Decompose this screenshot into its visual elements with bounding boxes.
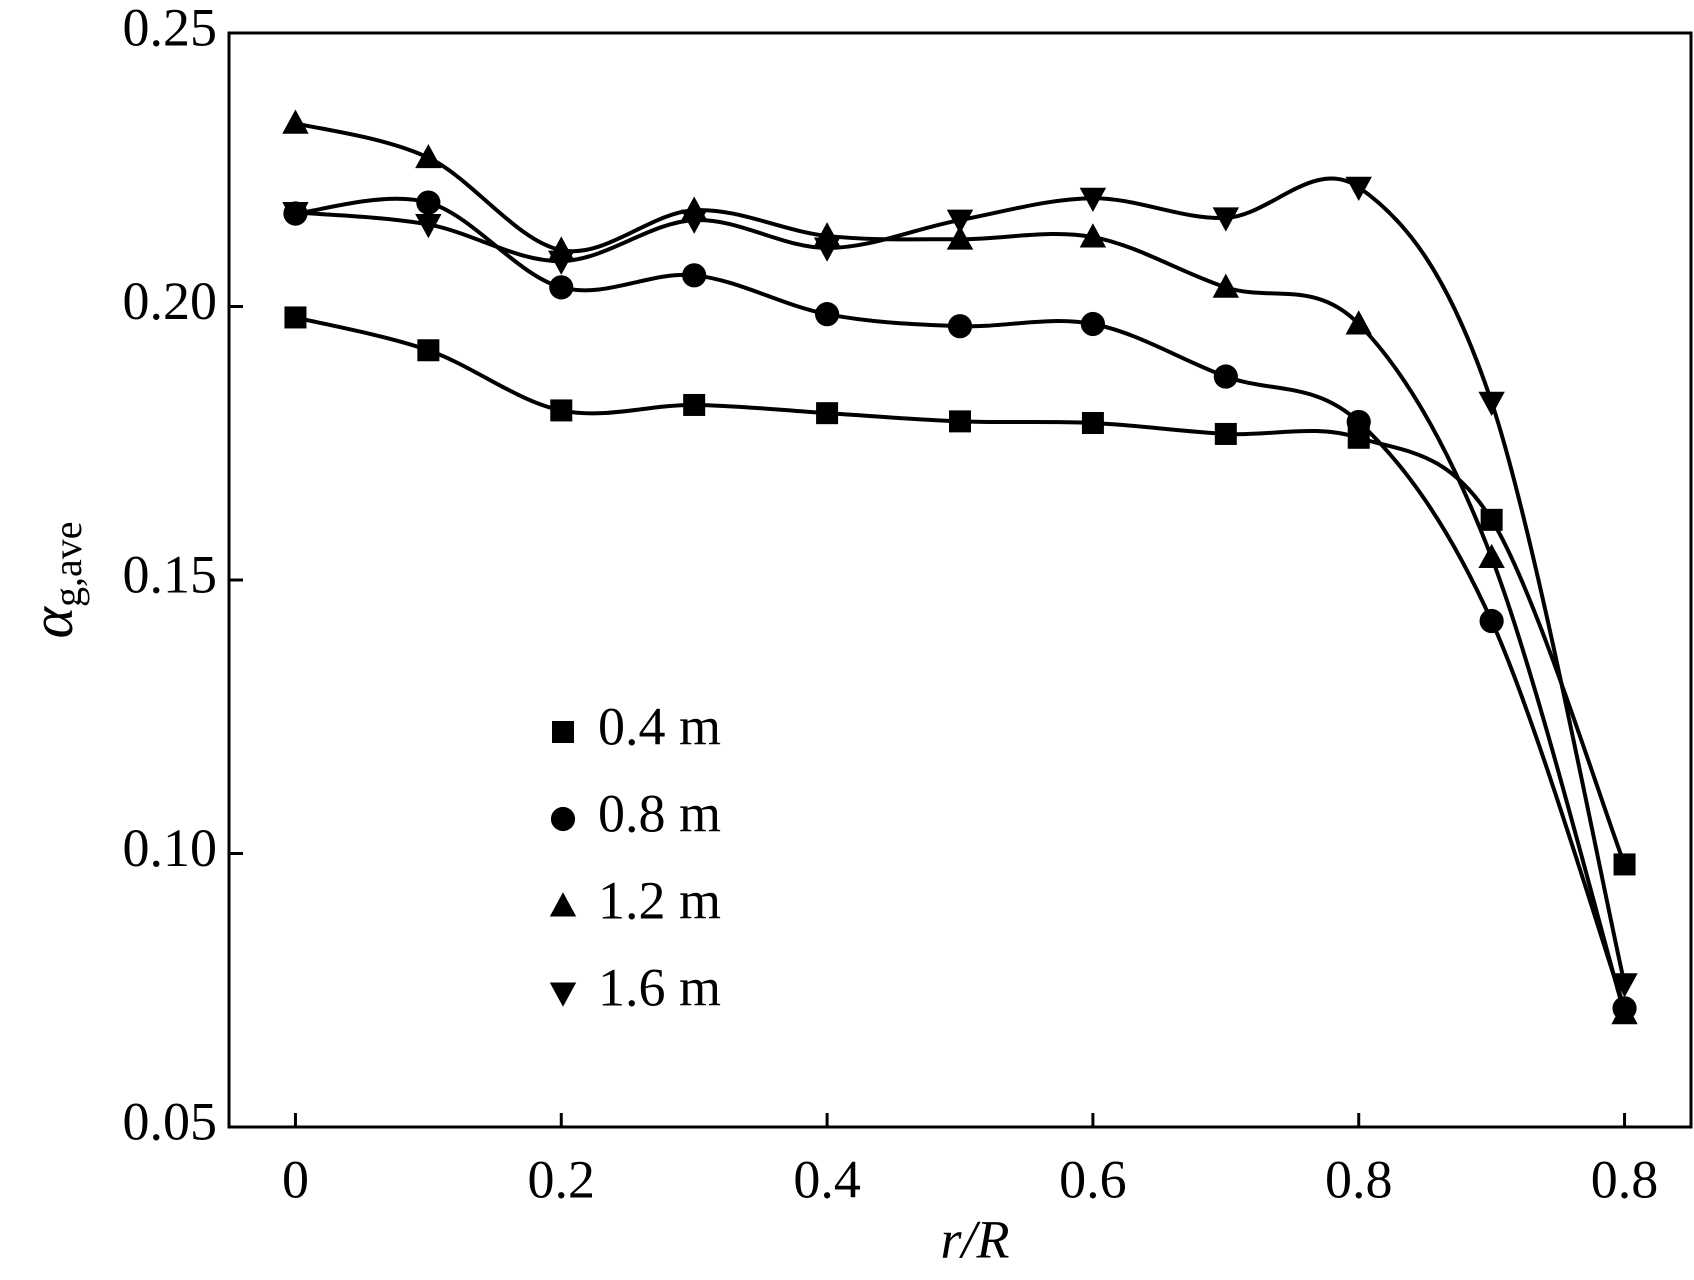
marker xyxy=(548,250,575,275)
marker xyxy=(1611,1000,1638,1025)
x-tick-label: 0 xyxy=(282,1149,309,1209)
marker xyxy=(1080,311,1106,337)
legend-label: 1.2 m xyxy=(598,870,721,930)
marker xyxy=(816,402,839,425)
series-line xyxy=(295,176,1627,985)
y-tick-label: 0.10 xyxy=(123,818,218,878)
y-tick-label: 0.05 xyxy=(123,1091,218,1151)
marker xyxy=(1345,176,1372,202)
x-tick-label: 0.6 xyxy=(1059,1149,1127,1209)
legend-label: 0.8 m xyxy=(598,783,721,843)
marker xyxy=(415,143,442,169)
marker xyxy=(682,263,707,288)
marker xyxy=(417,339,440,362)
series-line xyxy=(295,196,1627,1009)
marker xyxy=(1212,273,1240,298)
x-tick-label: 0.2 xyxy=(528,1149,596,1209)
y-axis-symbol: α xyxy=(19,606,85,639)
marker xyxy=(1079,223,1107,248)
legend-marker xyxy=(549,892,577,917)
marker xyxy=(415,214,442,239)
marker xyxy=(1212,207,1240,232)
marker xyxy=(946,225,974,250)
series-line xyxy=(294,121,1627,1015)
marker xyxy=(947,314,973,339)
series-line xyxy=(294,315,1627,866)
marker xyxy=(1611,973,1638,998)
legend-marker xyxy=(549,982,577,1007)
y-axis-subscript: g,ave xyxy=(45,521,90,607)
legend-label: 1.6 m xyxy=(598,957,721,1017)
marker xyxy=(1480,508,1503,531)
marker xyxy=(946,209,974,234)
legend-label: 0.4 m xyxy=(598,696,721,756)
legend-marker xyxy=(552,721,574,743)
marker xyxy=(813,237,841,262)
marker xyxy=(1345,310,1372,335)
y-tick-label: 0.15 xyxy=(123,544,218,604)
marker xyxy=(1478,391,1505,416)
marker xyxy=(1478,543,1505,569)
y-tick-label: 0.20 xyxy=(123,271,218,331)
marker xyxy=(1081,412,1104,435)
x-tick-label: 0.8 xyxy=(1325,1149,1393,1209)
marker xyxy=(683,393,706,416)
marker xyxy=(416,190,441,215)
marker xyxy=(1079,187,1107,212)
marker xyxy=(814,302,840,327)
y-axis-label: αg,ave xyxy=(19,521,90,638)
marker xyxy=(549,275,574,300)
legend-marker xyxy=(550,806,576,832)
x-axis-label: r/R xyxy=(940,1209,1009,1269)
marker xyxy=(1613,853,1636,876)
marker xyxy=(1479,608,1504,634)
marker xyxy=(284,306,307,329)
marker xyxy=(550,399,573,422)
x-tick-label: 0.8 xyxy=(1591,1149,1659,1209)
y-tick-label: 0.25 xyxy=(123,0,218,57)
marker xyxy=(680,209,708,234)
marker xyxy=(1213,364,1238,389)
marker xyxy=(1346,409,1371,435)
marker xyxy=(949,410,971,433)
marker xyxy=(1214,422,1237,445)
marker xyxy=(282,109,309,134)
x-tick-label: 0.4 xyxy=(793,1149,861,1209)
marker xyxy=(282,201,309,227)
